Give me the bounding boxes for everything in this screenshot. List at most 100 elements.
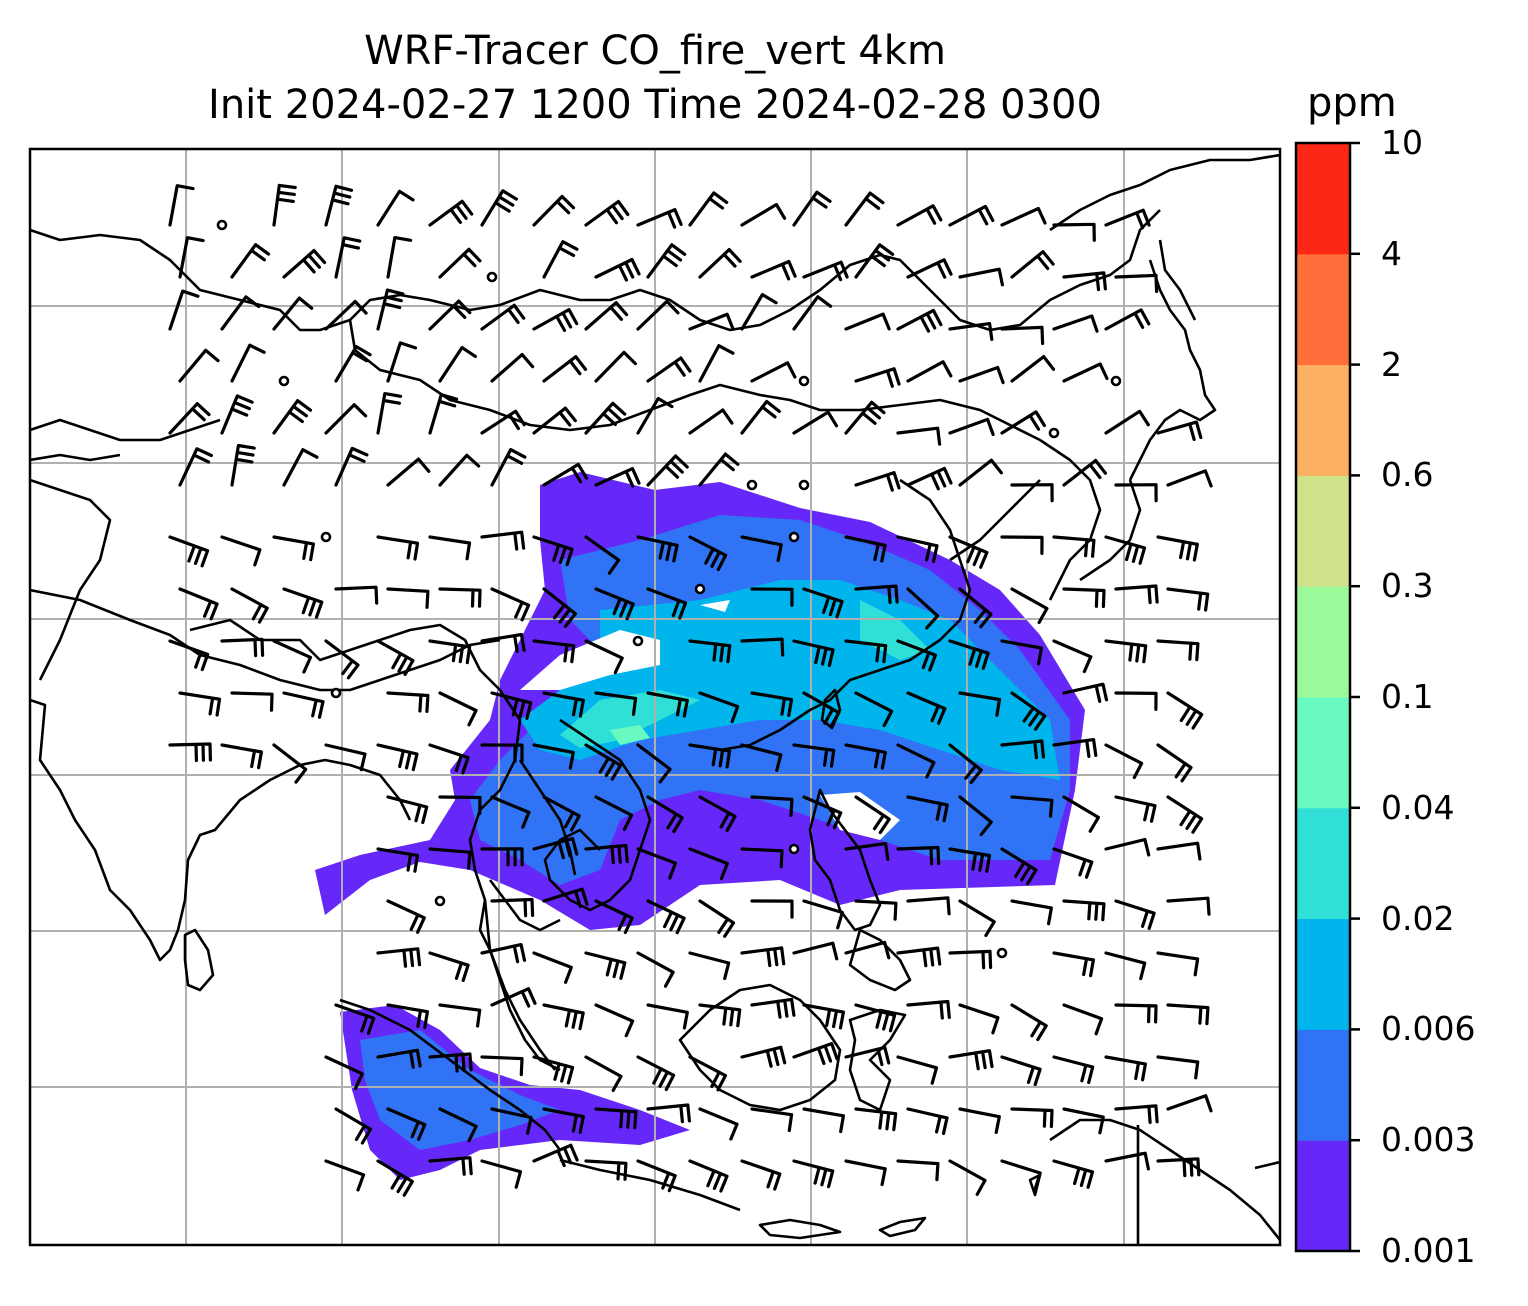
colorbar xyxy=(1294,141,1360,1253)
wind-barb xyxy=(272,183,297,227)
wind-barb xyxy=(178,691,222,717)
wind-barb xyxy=(594,587,635,621)
colorbar-tick-label: 4 xyxy=(1381,233,1402,273)
wind-barb xyxy=(1010,250,1055,279)
wind-barb xyxy=(532,308,579,332)
calm-wind-marker xyxy=(996,947,1008,959)
wind-barb xyxy=(646,691,689,718)
wind-barb xyxy=(428,1156,473,1176)
wind-barb xyxy=(688,191,729,227)
wind-barb xyxy=(802,691,841,729)
wind-barb xyxy=(282,249,327,279)
colorbar-tick-label: 0.3 xyxy=(1381,566,1434,606)
wind-barb xyxy=(1104,535,1147,565)
wind-barb xyxy=(906,691,947,725)
wind-barb xyxy=(958,458,1003,487)
wind-barb xyxy=(750,361,797,383)
wind-barb xyxy=(854,899,898,921)
wind-barb xyxy=(1104,308,1151,331)
wind-barb xyxy=(896,426,942,446)
wind-barb xyxy=(750,795,794,817)
wind-barb xyxy=(376,847,420,873)
wind-barb xyxy=(1156,743,1193,783)
wind-barb xyxy=(698,452,740,487)
wind-barb xyxy=(376,947,422,968)
wind-barb xyxy=(230,443,256,487)
calm-wind-marker xyxy=(798,479,810,491)
wind-barb xyxy=(698,899,736,938)
wind-barb xyxy=(1000,739,1045,760)
contour-0.02 xyxy=(560,690,700,748)
wind-barb xyxy=(1104,208,1151,230)
wind-barb xyxy=(646,795,684,834)
contour-0.04 xyxy=(610,725,650,745)
wind-barb xyxy=(844,1159,887,1187)
wind-barb xyxy=(688,1055,727,1092)
wind-barb xyxy=(594,795,634,831)
wind-barb xyxy=(1010,355,1056,383)
wind-barb xyxy=(542,462,589,487)
colorbar-segment xyxy=(1296,807,1350,920)
wind-barb xyxy=(740,946,786,968)
wind-barb xyxy=(896,308,943,333)
wind-barb xyxy=(272,296,314,331)
wind-barb xyxy=(792,639,835,668)
wind-barb xyxy=(1062,1003,1104,1036)
wind-barb xyxy=(688,408,734,435)
calm-wind-marker xyxy=(434,895,446,907)
wind-barb xyxy=(584,1159,628,1181)
wind-barb xyxy=(272,399,313,435)
wind-barb xyxy=(282,587,324,619)
wind-barb xyxy=(428,639,472,665)
wind-barb xyxy=(1010,899,1053,926)
wind-barb xyxy=(376,535,420,561)
wind-barb xyxy=(740,743,783,772)
wind-barb xyxy=(1156,639,1200,662)
wind-barb xyxy=(1166,691,1204,730)
wind-barb xyxy=(542,240,579,279)
wind-barb xyxy=(906,587,940,630)
wind-barb xyxy=(646,1003,689,1030)
calm-wind-marker xyxy=(216,219,228,231)
wind-barb xyxy=(428,1052,473,1073)
figure-title-line2: Init 2024-02-27 1200 Time 2024-02-28 030… xyxy=(208,82,1102,128)
wind-barb xyxy=(844,312,891,331)
wind-barb xyxy=(532,406,577,435)
colorbar-segment xyxy=(1296,1029,1350,1141)
wind-barb xyxy=(1052,314,1099,333)
wind-barb xyxy=(896,743,936,779)
wind-barb xyxy=(438,1003,482,1028)
wind-barb xyxy=(324,184,354,227)
wind-barb xyxy=(428,743,470,775)
wind-barb xyxy=(230,691,274,712)
colorbar-tick-label: 0.6 xyxy=(1381,455,1434,495)
wind-barb xyxy=(1114,691,1158,711)
wind-barb xyxy=(594,691,638,716)
wind-barb xyxy=(740,1159,782,1191)
wind-barb xyxy=(646,454,689,487)
wind-barb xyxy=(282,448,319,487)
wind-barb xyxy=(438,346,477,383)
wind-barb xyxy=(168,535,210,568)
colorbar-segment xyxy=(1296,697,1350,809)
wind-barb xyxy=(792,1042,839,1065)
wind-barb xyxy=(854,584,899,605)
wind-barb xyxy=(334,1107,373,1145)
wind-barb xyxy=(740,847,784,869)
colorbar-segment xyxy=(1296,586,1350,698)
wind-barb xyxy=(958,1003,1000,1035)
wind-barb xyxy=(386,1107,427,1141)
wind-barb xyxy=(178,447,213,487)
wind-barb xyxy=(584,535,621,575)
wind-barb xyxy=(168,639,210,672)
wind-barb xyxy=(334,446,369,487)
wind-barb xyxy=(636,396,674,435)
wind-barb xyxy=(542,887,589,908)
calm-wind-marker xyxy=(694,583,706,595)
wind-barb xyxy=(948,1049,994,1071)
wind-barb xyxy=(532,194,576,227)
wind-barb xyxy=(844,940,891,960)
wind-barb xyxy=(428,951,470,982)
wind-barb xyxy=(1114,795,1157,823)
wind-barb xyxy=(376,189,415,227)
